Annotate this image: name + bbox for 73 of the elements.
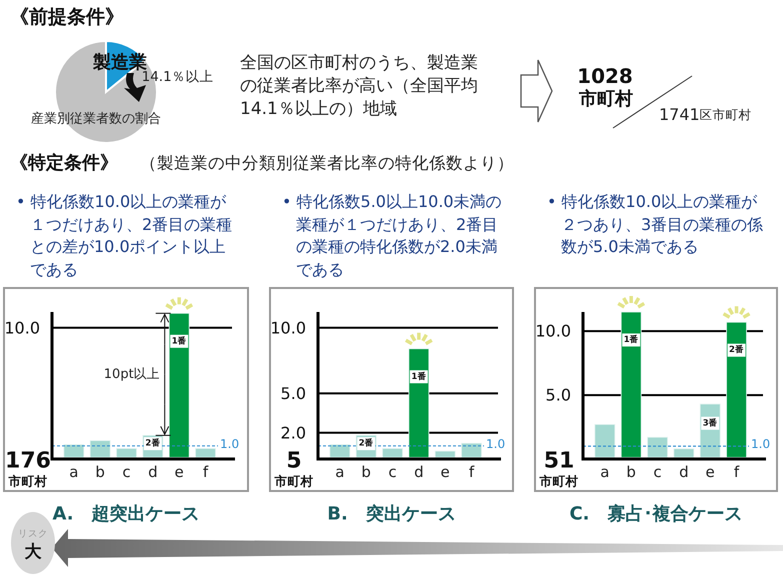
- annotation: 2番: [729, 344, 744, 356]
- text: 《特定条件》: [10, 152, 118, 174]
- bar: [116, 448, 137, 458]
- text: 176: [5, 448, 51, 474]
- bar: [195, 448, 216, 458]
- x-tick-label: f: [734, 463, 740, 481]
- x-tick-label: b: [361, 463, 371, 481]
- bar: [620, 312, 642, 458]
- x-tick-label: e: [174, 463, 184, 481]
- text: 産業別従業者数の割合: [31, 110, 161, 126]
- bar: [673, 448, 694, 458]
- bar: [434, 450, 456, 458]
- x-tick-label: a: [600, 463, 610, 481]
- annotation: 3番: [702, 417, 718, 428]
- bar: [594, 424, 616, 458]
- y-tick-label: 10.0: [4, 318, 40, 338]
- y-tick-label: 5.0: [280, 384, 306, 403]
- text: リスク: [18, 528, 48, 540]
- chart-title: • 特化係数10.0以上の業種が２つあり、3番目の業種の係数が5.0未満である: [547, 191, 764, 258]
- annotation: 1番: [172, 335, 187, 346]
- y-tick-label: 10.0: [270, 318, 306, 338]
- chart-title: • 特化係数10.0以上の業種が１つだけあり、2番目の業種との差が10.0ポイント以上である: [16, 191, 234, 280]
- text: 1028: [577, 64, 633, 88]
- y-tick-label: 5.0: [546, 386, 571, 405]
- bar: [90, 440, 111, 458]
- annotation: 2番: [358, 438, 374, 449]
- y-tick-label: 10.0: [535, 322, 571, 341]
- annotation: 10pt以上: [104, 366, 160, 382]
- ref-line-label: 1.0: [486, 436, 506, 451]
- x-tick-label: c: [653, 463, 662, 481]
- x-tick-label: d: [679, 463, 689, 481]
- text: 市町村: [8, 474, 48, 488]
- x-axis-title: A. 超突出ケース: [52, 504, 200, 524]
- text: 全国の区市町村のうち、製造業の従業者比率が高い（全国平均14.1％以上の）地域: [240, 52, 479, 121]
- x-tick-label: e: [440, 463, 450, 481]
- bar: [168, 312, 190, 458]
- x-tick-label: c: [122, 463, 131, 481]
- chart-title: 《前提条件》: [10, 6, 124, 28]
- annotation: 1番: [624, 334, 639, 345]
- x-tick-label: d: [148, 463, 158, 481]
- x-tick-label: c: [388, 463, 397, 481]
- bar: [408, 348, 430, 458]
- annotation: 1番: [411, 370, 426, 382]
- text: 大: [24, 542, 42, 562]
- ref-line-label: 1.0: [751, 437, 770, 452]
- bar: [382, 448, 403, 458]
- x-tick-label: b: [626, 463, 636, 481]
- data-label: 14.1％以上: [142, 68, 214, 85]
- ref-line-label: 1.0: [220, 436, 240, 451]
- x-tick-label: a: [69, 463, 78, 481]
- x-axis-title: B. 突出ケース: [327, 504, 456, 524]
- x-axis-title: C. 寡占･複合ケース: [569, 504, 743, 524]
- x-tick-label: b: [95, 463, 105, 481]
- text: 51: [544, 448, 574, 474]
- y-tick-label: 2.0: [280, 423, 306, 442]
- bar: [63, 444, 84, 458]
- x-tick-label: d: [414, 463, 424, 481]
- text: 市町村: [274, 474, 314, 488]
- text: 5: [286, 448, 302, 474]
- chart-title: • 特化係数5.0以上10.0未満の業種が１つだけあり、2番目の業種の特化係数が2.0未満である: [282, 191, 502, 280]
- bar: [329, 444, 350, 458]
- text: 市町村: [578, 88, 633, 110]
- x-tick-label: a: [335, 463, 344, 481]
- text: 1741区市町村: [659, 104, 752, 124]
- text: （製造業の中分類別従業者比率の特化係数より）: [140, 154, 514, 172]
- bar: [647, 436, 668, 458]
- annotation: 2番: [145, 438, 160, 449]
- x-tick-label: e: [706, 463, 715, 481]
- text: 市町村: [538, 474, 578, 488]
- x-tick-label: f: [468, 463, 475, 481]
- x-tick-label: f: [202, 463, 209, 481]
- bar: [726, 322, 747, 458]
- bar: [461, 442, 482, 458]
